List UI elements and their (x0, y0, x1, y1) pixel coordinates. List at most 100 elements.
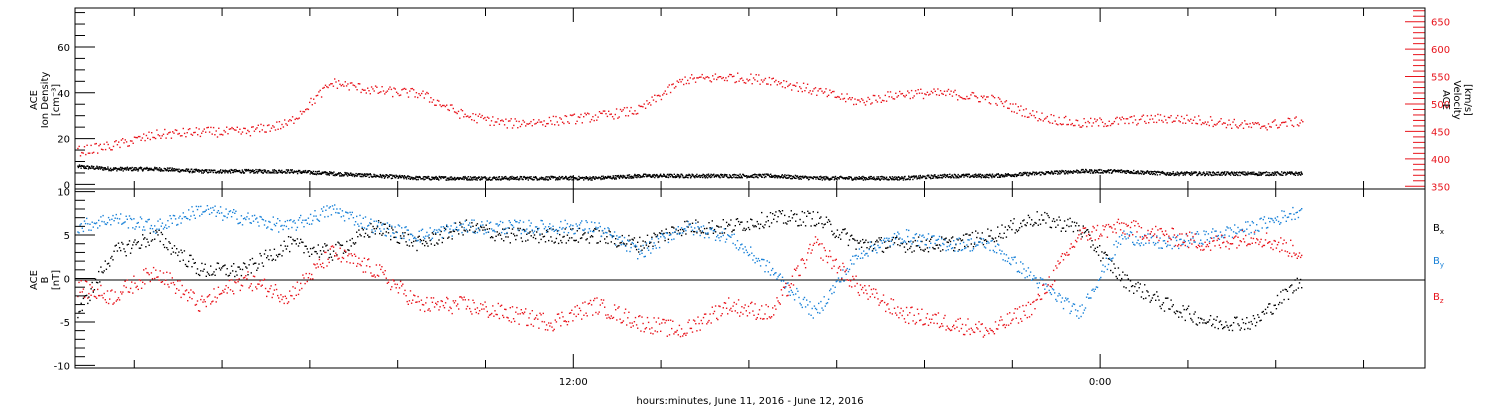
velocity-point (1169, 116, 1171, 119)
bx-point (1296, 277, 1298, 280)
velocity-point (83, 146, 86, 148)
velocity-point (169, 131, 171, 133)
density-point (387, 175, 389, 177)
bx-point (346, 240, 348, 243)
density-point (1290, 171, 1292, 173)
by-point (97, 227, 99, 229)
by-point (205, 209, 207, 211)
velocity-point (114, 141, 116, 143)
velocity-point (446, 104, 448, 106)
bx-point (695, 219, 697, 221)
density-point (363, 174, 365, 177)
velocity-point (177, 133, 179, 135)
density-point (689, 177, 692, 179)
density-point (1240, 172, 1242, 174)
bx-point (1112, 271, 1114, 274)
velocity-point (597, 116, 599, 118)
bx-point (1295, 289, 1297, 291)
density-point (337, 173, 339, 175)
bx-point (165, 238, 167, 240)
by-point (184, 216, 187, 218)
bx-point (1130, 285, 1133, 288)
velocity-point (816, 94, 818, 96)
density-point (418, 176, 420, 179)
bx-point (1007, 225, 1010, 227)
by-point (621, 240, 623, 242)
density-point (227, 172, 229, 174)
by-point (259, 215, 261, 218)
by-point (256, 217, 258, 219)
density-point (77, 166, 80, 169)
by-point (182, 212, 184, 214)
density-point (375, 176, 377, 178)
bx-point (770, 222, 773, 224)
bx-point (997, 226, 999, 228)
density-point (908, 175, 910, 177)
bx-point (111, 255, 113, 258)
bx-point (1228, 329, 1230, 331)
bx-point (829, 220, 831, 223)
by-point (112, 214, 114, 217)
by-point (113, 220, 115, 222)
by-point (430, 238, 432, 241)
velocity-point (910, 89, 913, 92)
density-point (574, 177, 576, 179)
density-point (1199, 172, 1202, 174)
velocity-point (151, 132, 153, 134)
density-point (1137, 171, 1140, 173)
velocity-point (401, 89, 403, 91)
by-point (465, 228, 468, 231)
density-point (120, 168, 123, 170)
bx-point (1042, 219, 1044, 221)
density-point (466, 177, 468, 179)
density-point (528, 177, 530, 179)
bx-point (922, 249, 924, 251)
density-point (379, 173, 381, 176)
density-point (191, 168, 193, 170)
by-point (93, 222, 96, 224)
density-point (422, 177, 424, 180)
by-point (235, 210, 237, 212)
density-point (1170, 172, 1172, 175)
density-point (737, 174, 740, 177)
density-point (800, 178, 802, 180)
density-point (1095, 172, 1097, 174)
bx-point (443, 227, 446, 229)
bx-point (994, 237, 997, 239)
by-point (383, 228, 385, 230)
bx-point (405, 241, 407, 243)
velocity-point (284, 119, 286, 121)
by-point (327, 215, 329, 218)
by-point (626, 250, 628, 252)
bx-point (291, 243, 293, 245)
velocity-point (214, 134, 216, 136)
bx-point (1067, 218, 1069, 221)
velocity-point (378, 91, 381, 94)
velocity-point (604, 110, 606, 112)
density-point (1267, 171, 1269, 174)
by-point (557, 229, 560, 232)
bx-point (451, 238, 453, 240)
density-point (793, 176, 796, 179)
by-point (598, 222, 600, 224)
bx-point (234, 275, 236, 278)
bx-point (528, 232, 530, 234)
density-point (382, 175, 385, 177)
density-point (990, 175, 993, 178)
velocity-point (932, 92, 934, 94)
velocity-point (1080, 126, 1083, 128)
density-point (1022, 174, 1024, 176)
bx-point (916, 245, 919, 247)
bx-point (1149, 301, 1151, 303)
density-point (109, 169, 111, 171)
density-point (941, 175, 943, 177)
bx-point (374, 233, 376, 235)
bx-point (999, 232, 1001, 235)
density-point (613, 176, 615, 178)
density-point (639, 175, 642, 177)
density-point (98, 167, 100, 170)
bx-point (500, 238, 503, 240)
density-point (1020, 174, 1023, 176)
bx-point (103, 270, 105, 272)
bx-point (339, 244, 341, 246)
